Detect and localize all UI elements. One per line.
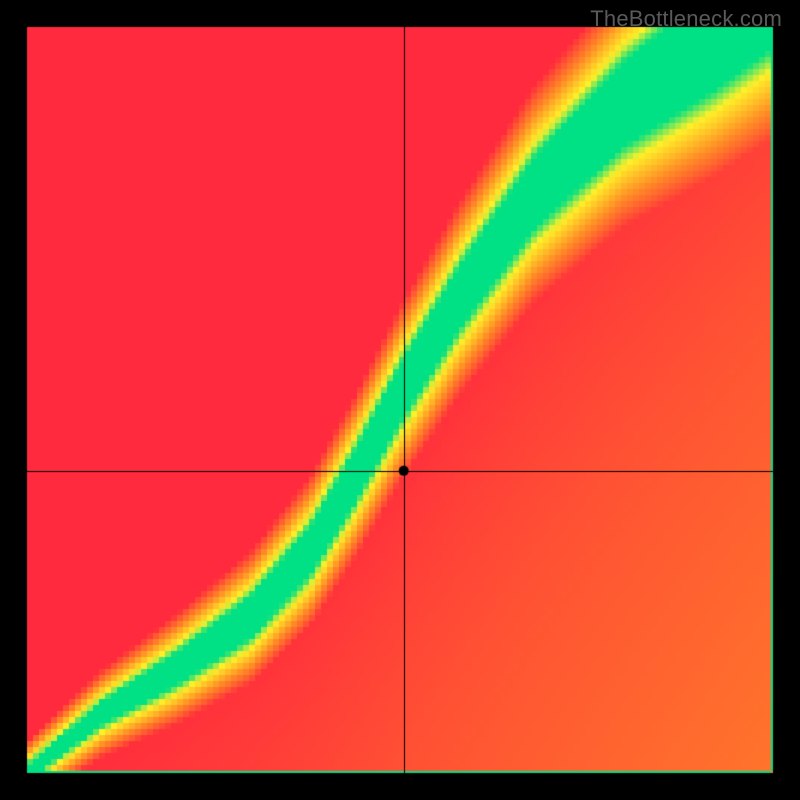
chart-container: TheBottleneck.com [0,0,800,800]
heatmap-canvas [0,0,800,800]
watermark-text: TheBottleneck.com [590,6,782,32]
